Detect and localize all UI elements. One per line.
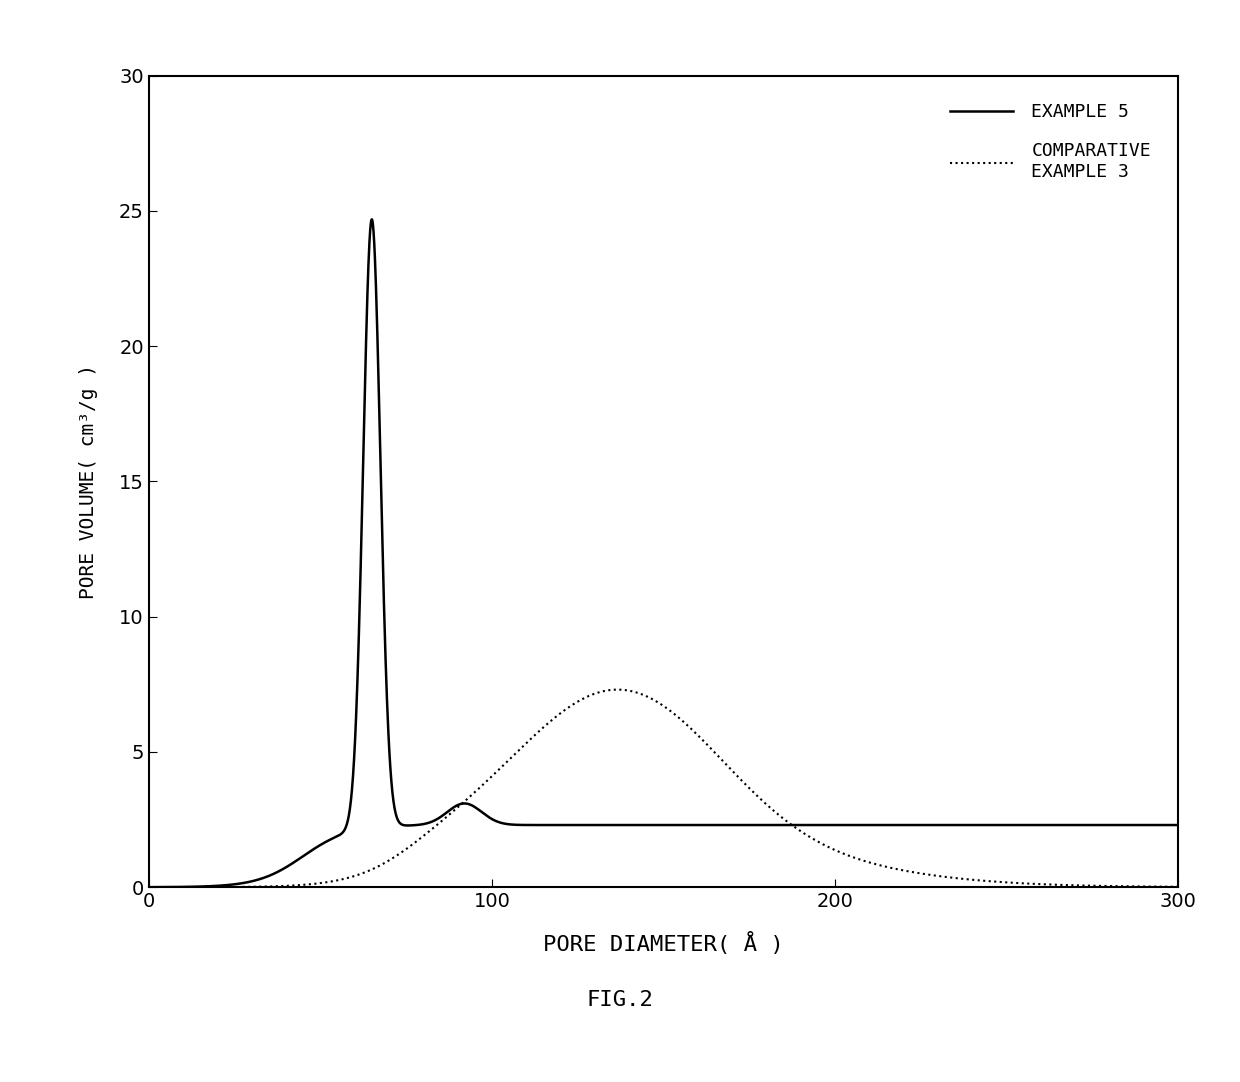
Line: COMPARATIVE
EXAMPLE 3: COMPARATIVE EXAMPLE 3 [149, 689, 1178, 887]
EXAMPLE 5 [259, 870, 274, 883]
EXAMPLE 5 [365, 213, 379, 226]
COMPARATIVE
EXAMPLE 3 [1171, 881, 1185, 894]
Legend: EXAMPLE 5, COMPARATIVE
EXAMPLE 3: EXAMPLE 5, COMPARATIVE EXAMPLE 3 [932, 84, 1169, 199]
COMPARATIVE
EXAMPLE 3 [259, 880, 274, 893]
EXAMPLE 5 [320, 834, 335, 847]
COMPARATIVE
EXAMPLE 3 [610, 683, 625, 696]
Text: FIG.2: FIG.2 [587, 990, 653, 1011]
EXAMPLE 5 [537, 819, 552, 832]
COMPARATIVE
EXAMPLE 3 [141, 881, 156, 894]
COMPARATIVE
EXAMPLE 3 [1040, 878, 1055, 890]
EXAMPLE 5 [1040, 819, 1055, 832]
Line: EXAMPLE 5: EXAMPLE 5 [149, 220, 1178, 887]
X-axis label: PORE DIAMETER( Å ): PORE DIAMETER( Å ) [543, 932, 784, 955]
COMPARATIVE
EXAMPLE 3 [1151, 880, 1166, 893]
EXAMPLE 5 [141, 881, 156, 894]
Y-axis label: PORE VOLUME( cm³/g ): PORE VOLUME( cm³/g ) [79, 364, 98, 599]
EXAMPLE 5 [1171, 818, 1185, 831]
EXAMPLE 5 [1151, 818, 1166, 831]
COMPARATIVE
EXAMPLE 3 [580, 690, 595, 703]
EXAMPLE 5 [582, 819, 596, 832]
COMPARATIVE
EXAMPLE 3 [536, 721, 551, 734]
COMPARATIVE
EXAMPLE 3 [320, 875, 335, 888]
